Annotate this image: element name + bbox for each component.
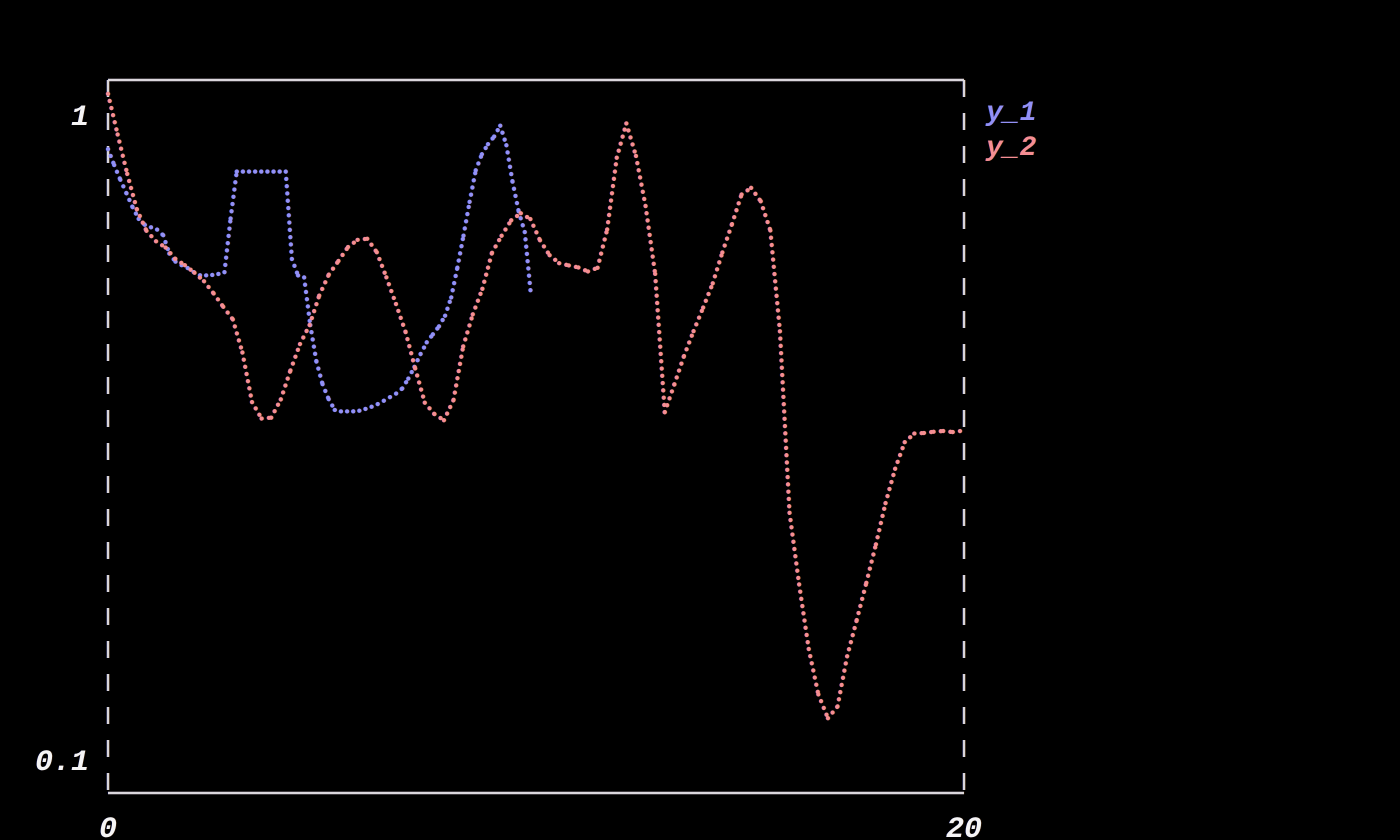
svg-text:y_1: y_1 xyxy=(985,98,1036,129)
svg-text:1: 1 xyxy=(71,101,89,135)
svg-text:20: 20 xyxy=(946,813,982,840)
svg-text:y_2: y_2 xyxy=(985,133,1037,164)
svg-text:0.1: 0.1 xyxy=(35,746,89,780)
svg-text:0: 0 xyxy=(99,813,117,840)
